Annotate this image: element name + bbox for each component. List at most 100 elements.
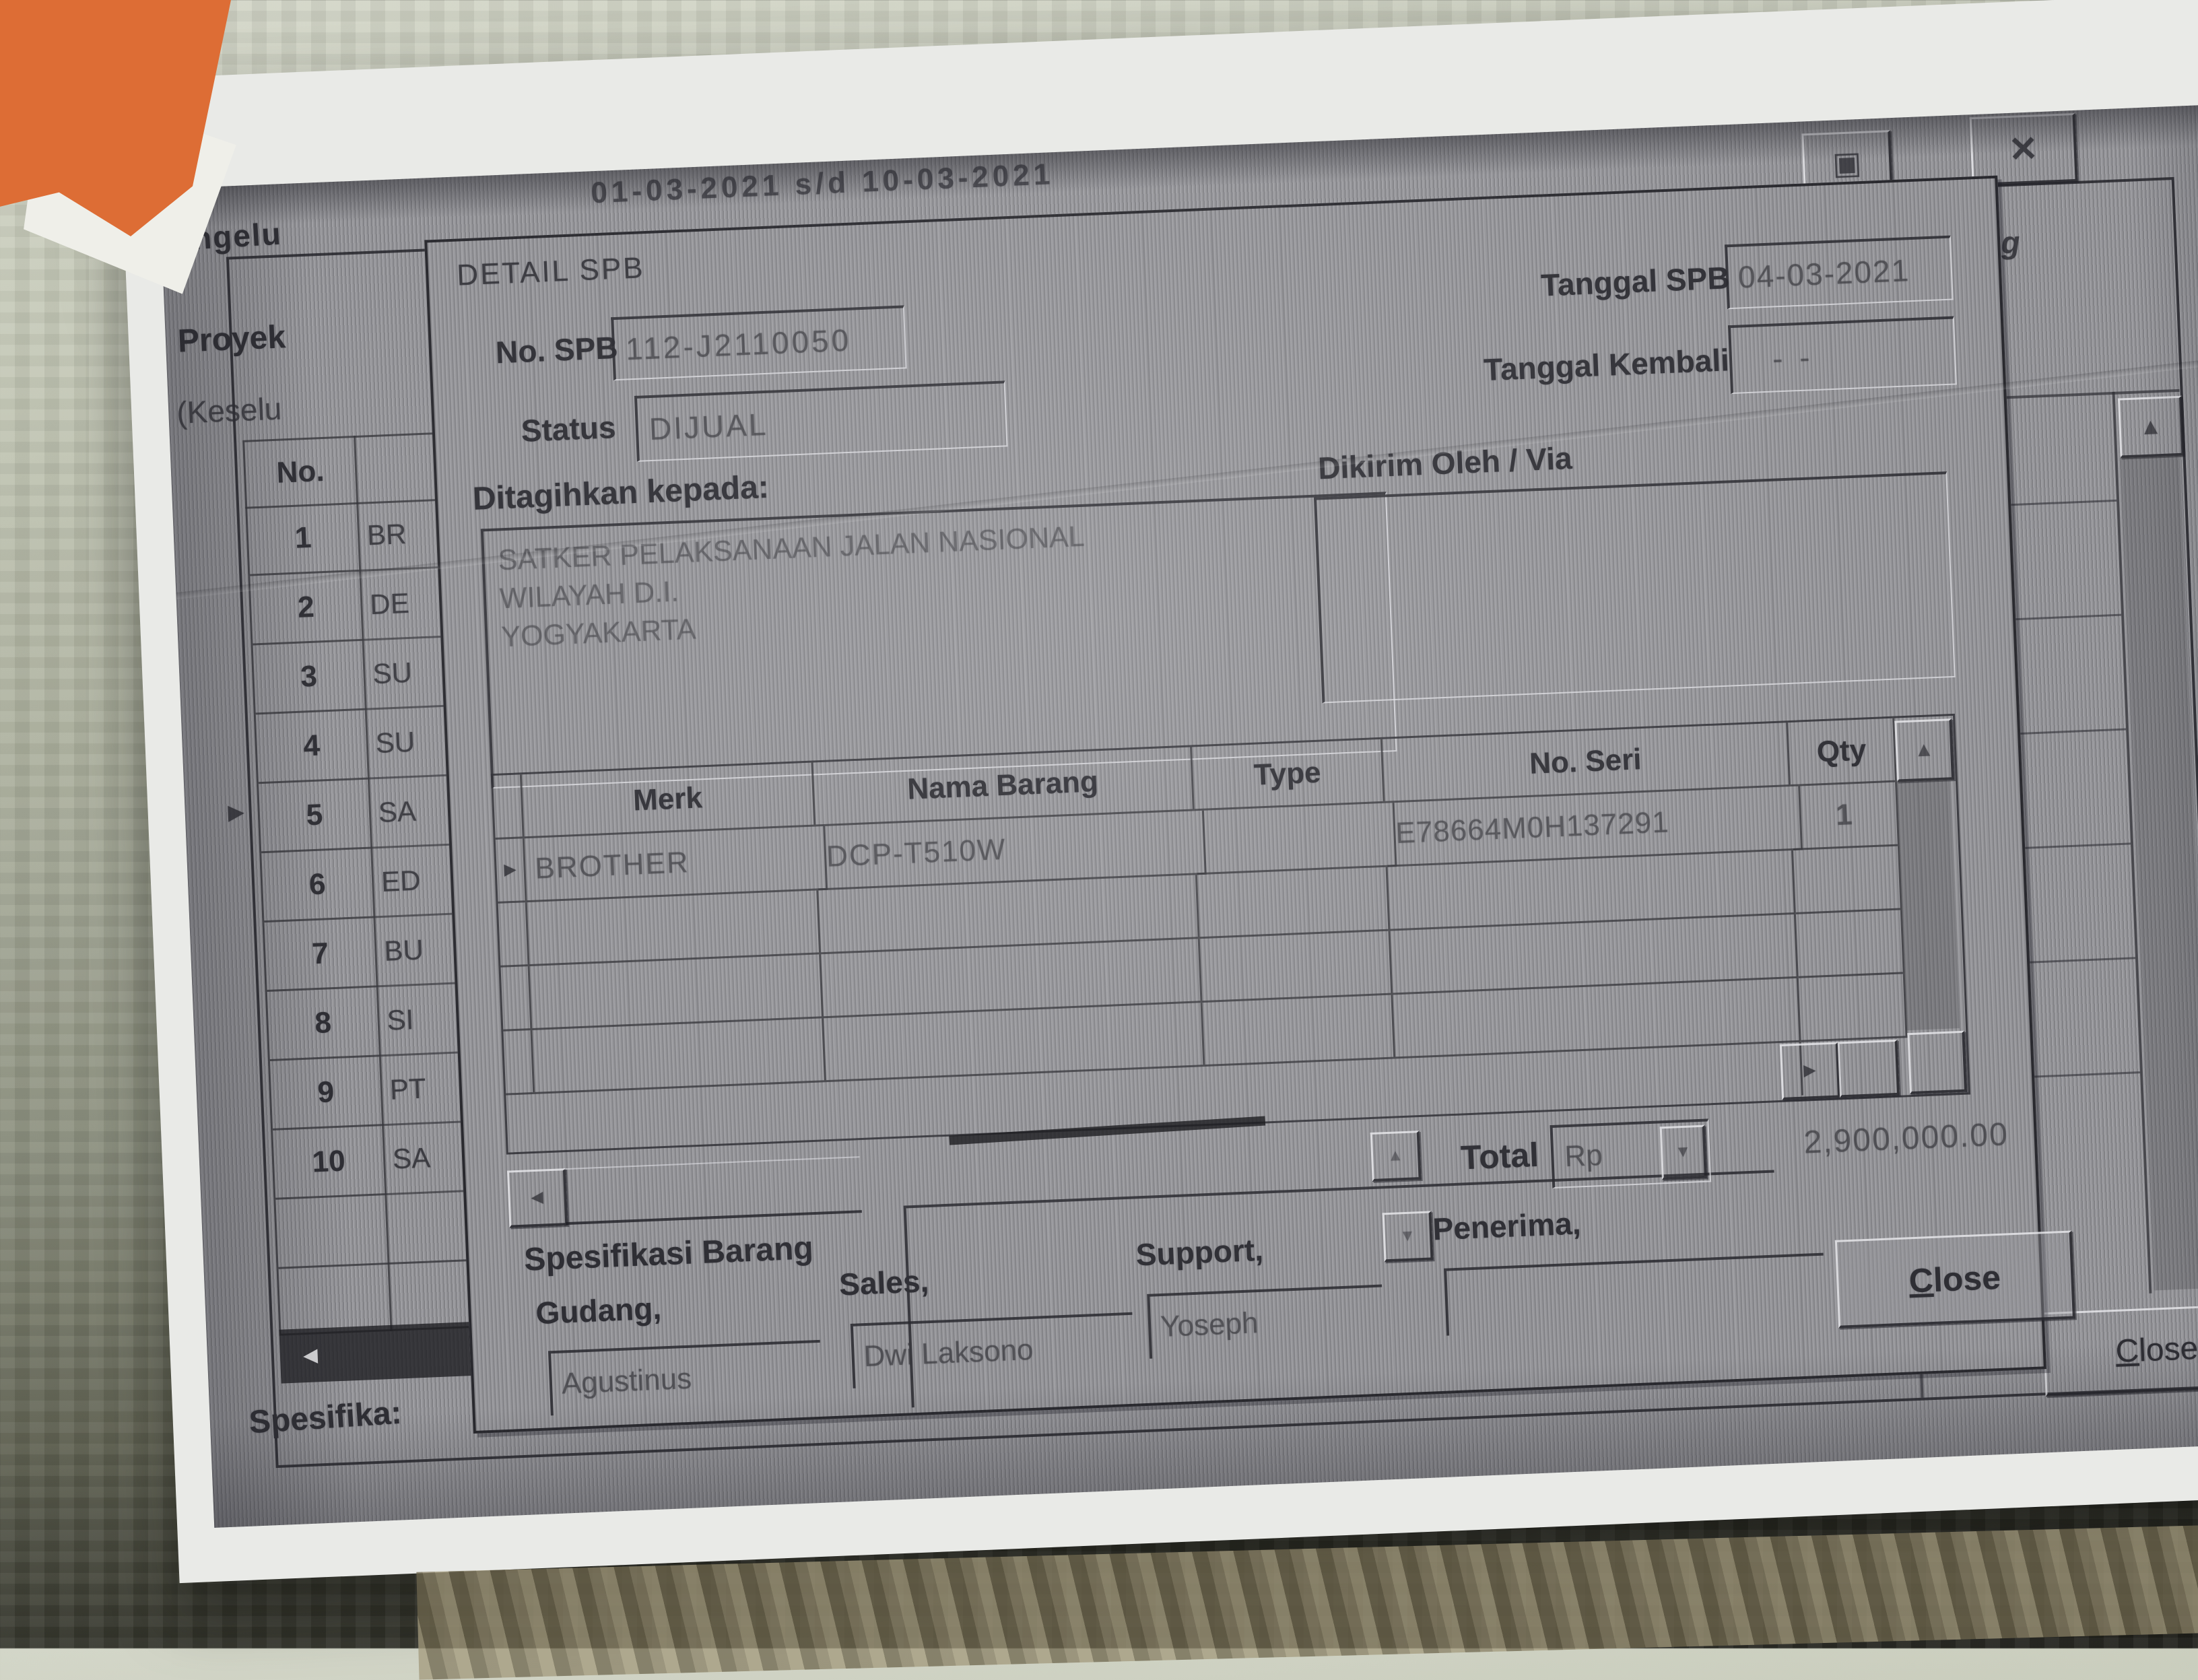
- gudang-value: Agustinus: [560, 1362, 693, 1401]
- arrow-up-icon: ▲: [1913, 738, 1935, 762]
- support-value: Yoseph: [1160, 1306, 1259, 1344]
- table-row[interactable]: 4: [253, 710, 370, 784]
- tanggal-spb-value: 04-03-2021: [1737, 253, 1911, 295]
- sales-value: Dwi Laksono: [863, 1333, 1034, 1374]
- table-row[interactable]: 10: [271, 1126, 387, 1200]
- merk-header: Merk: [521, 762, 816, 839]
- arrow-down-icon: ▼: [1399, 1226, 1416, 1246]
- spesifikasi-barang-label: Spesifikasi Barang: [523, 1230, 814, 1278]
- grid-row-empty: [1793, 846, 1902, 914]
- tanggal-spb-label: Tanggal SPB: [1540, 260, 1731, 303]
- currency-value: Rp: [1564, 1138, 1603, 1174]
- arrow-up-icon: ▲: [1387, 1146, 1404, 1166]
- no-column-header: No.: [242, 435, 359, 509]
- sales-label: Sales,: [838, 1263, 930, 1302]
- support-field[interactable]: Yoseph: [1147, 1284, 1385, 1359]
- arrow-right-icon: ►: [1799, 1059, 1820, 1082]
- dialog-close-label: Close: [1908, 1258, 2002, 1300]
- grid-row-empty: [529, 954, 824, 1030]
- close-window-icon: ✕: [2007, 129, 2039, 170]
- currency-select[interactable]: Rp ▼: [1550, 1118, 1712, 1189]
- grid-row-selector: ►: [495, 838, 527, 904]
- dikirim-field[interactable]: [1313, 471, 1956, 704]
- penerima-label: Penerima,: [1432, 1205, 1582, 1247]
- title-fragment-text: 01-03-2021 s/d 10-03-2021: [590, 158, 1055, 210]
- no-header-text: No.: [275, 454, 325, 490]
- printed-paper: 01-03-2021 s/d 10-03-2021 Pengelu Proyek…: [118, 0, 2198, 1584]
- ditagihkan-label: Ditagihkan kepada:: [471, 469, 770, 517]
- arrow-up-icon: ▲: [2139, 413, 2163, 440]
- status-label: Status: [520, 409, 617, 448]
- grid-scroll-up-button[interactable]: ▲: [1894, 718, 1954, 782]
- table-row[interactable]: 9: [267, 1056, 385, 1131]
- grid-row-empty: [527, 890, 822, 967]
- support-label: Support,: [1135, 1232, 1264, 1273]
- no-spb-value: 112-J2110050: [624, 322, 853, 367]
- grid-scroll-left-button[interactable]: ◄: [506, 1168, 568, 1228]
- dropdown-icon: ▼: [1674, 1142, 1692, 1162]
- currency-dropdown-button[interactable]: ▼: [1659, 1124, 1707, 1180]
- right-panel-scroll-up[interactable]: ▲: [2117, 395, 2185, 459]
- grid-scroll-right-button[interactable]: ►: [1779, 1042, 1841, 1100]
- table-row[interactable]: 6: [259, 848, 376, 923]
- table-row[interactable]: 7: [262, 918, 378, 993]
- status-value: DIJUAL: [648, 406, 769, 447]
- tanggal-kembali-value: - -: [1772, 339, 1815, 376]
- arrow-left-icon: ◄: [527, 1186, 548, 1209]
- grid-hscroll-corner-box[interactable]: [1837, 1039, 1900, 1098]
- grid-row-empty: [1199, 931, 1393, 1003]
- grid-row-empty: [503, 1030, 535, 1096]
- table-row[interactable]: 5: [257, 779, 373, 854]
- no-spb-label: No. SPB: [495, 329, 619, 370]
- no-spb-field[interactable]: 112-J2110050: [611, 305, 907, 381]
- table-row[interactable]: 2: [248, 571, 364, 646]
- dialog-title: DETAIL SPB: [456, 251, 646, 292]
- selector-header: [492, 774, 525, 840]
- arrow-left-icon: ◄: [298, 1341, 323, 1370]
- grid-row-empty: [1202, 995, 1396, 1067]
- grid-vscrollbar-track[interactable]: [1896, 778, 1960, 1031]
- item-grid: Merk Nama Barang Type No. Seri Qty ► BRO…: [490, 713, 1971, 1155]
- grid-cell-merk[interactable]: BROTHER: [524, 826, 828, 903]
- type-header: Type: [1191, 739, 1385, 811]
- gudang-field[interactable]: Agustinus: [547, 1339, 823, 1416]
- table-row[interactable]: 3: [251, 640, 367, 715]
- spes-scroll-up-button[interactable]: ▲: [1370, 1131, 1422, 1182]
- total-amount: 2,900,000.00: [1717, 1116, 2009, 1165]
- detail-spb-dialog: DETAIL SPB No. SPB 112-J2110050 Tanggal …: [424, 175, 2075, 1434]
- keseluruhan-label-fragment: (Keselu: [176, 391, 283, 430]
- grid-row-empty: [1197, 867, 1391, 939]
- close-window-button[interactable]: ✕: [1969, 112, 2078, 187]
- grid-row-empty: [1798, 974, 1908, 1042]
- background-close-label: Close: [2114, 1330, 2198, 1370]
- sales-field[interactable]: Dwi Laksono: [850, 1312, 1135, 1388]
- tanggal-spb-field[interactable]: 04-03-2021: [1725, 235, 1954, 310]
- dikirim-label: Dikirim Oleh / Via: [1317, 440, 1573, 486]
- grid-scroll-corner-box[interactable]: [1907, 1030, 1967, 1095]
- tanggal-kembali-field[interactable]: - -: [1727, 316, 1957, 395]
- dialog-close-button[interactable]: Close: [1834, 1230, 2075, 1329]
- gudang-label: Gudang,: [535, 1290, 663, 1331]
- status-field[interactable]: DIJUAL: [634, 380, 1008, 462]
- grid-cell-type[interactable]: [1194, 803, 1397, 875]
- ui-root: 01-03-2021 s/d 10-03-2021 Pengelu Proyek…: [151, 104, 2198, 1528]
- table-row-empty: [276, 1264, 393, 1336]
- grid-row-empty: [498, 902, 530, 968]
- grid-row-empty: [500, 966, 533, 1032]
- scanned-screenshot: 01-03-2021 s/d 10-03-2021 Pengelu Proyek…: [151, 104, 2198, 1528]
- row-selector-icon: ►: [500, 858, 521, 881]
- proyek-label: Proyek: [176, 319, 287, 360]
- spes-scroll-down-button[interactable]: ▼: [1382, 1211, 1434, 1263]
- grid-cell-qty[interactable]: 1: [1791, 782, 1900, 850]
- grid-row-empty: [532, 1018, 826, 1094]
- grid-row-empty: [1795, 910, 1905, 978]
- maximize-icon: ▣: [1831, 144, 1863, 181]
- grid-hscrollbar-track[interactable]: [563, 1156, 862, 1225]
- table-row[interactable]: 1: [245, 502, 362, 576]
- total-amount-value: 2,900,000.00: [1803, 1116, 2009, 1161]
- table-row-empty: [273, 1195, 390, 1269]
- row-selector-icon: ►: [222, 797, 251, 828]
- tanggal-kembali-label: Tanggal Kembali: [1483, 342, 1730, 388]
- qty-header: Qty: [1788, 718, 1898, 787]
- table-row[interactable]: 8: [265, 987, 381, 1062]
